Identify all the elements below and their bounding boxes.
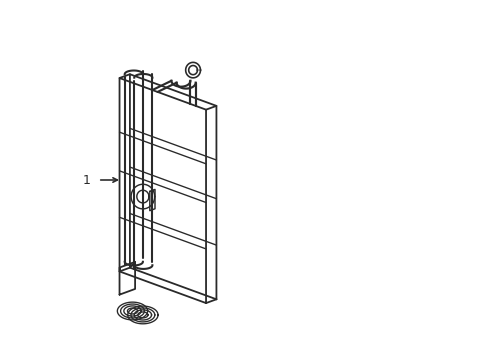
Text: 1: 1 — [82, 174, 90, 186]
